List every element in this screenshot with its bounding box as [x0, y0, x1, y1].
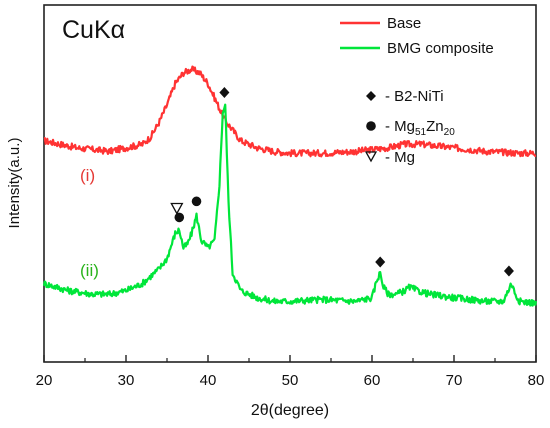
phase-zn-text: Zn [426, 118, 444, 135]
series-line-bmg-composite [42, 103, 538, 307]
legend-label-bmg: BMG composite [387, 40, 494, 57]
phase-legend-mg: - Mg [385, 149, 415, 166]
peak-marker-triangle-down-icon [170, 202, 184, 215]
curve-label-i: (i) [80, 166, 95, 185]
phase-legend-diamond-icon [366, 91, 376, 101]
phase-legend-mg51zn20: - Mg51Zn20 [385, 118, 455, 138]
phase-legend-circle-icon [366, 121, 376, 131]
x-axis-ticks: 20 30 40 50 60 70 80 [36, 355, 545, 389]
peak-markers [170, 86, 514, 277]
series-line-base [43, 65, 537, 158]
peak-marker-diamond-icon [219, 86, 230, 98]
y-axis-label: Intensity(a.u.) [6, 138, 23, 229]
x-tick-label-70: 70 [446, 372, 463, 389]
x-tick-label-20: 20 [36, 372, 53, 389]
x-axis-label: 2θ(degree) [251, 402, 329, 419]
peak-marker-diamond-icon [503, 265, 514, 277]
radiation-label: CuKα [62, 16, 125, 44]
x-tick-label-60: 60 [364, 372, 381, 389]
x-tick-label-30: 30 [118, 372, 135, 389]
legend-label-base: Base [387, 15, 421, 32]
plot-frame [43, 4, 537, 363]
x-tick-label-40: 40 [200, 372, 217, 389]
peak-marker-circle-icon [174, 212, 185, 223]
x-tick-label-80: 80 [528, 372, 545, 389]
phase-zn-subscript: 20 [444, 127, 456, 138]
peak-marker-diamond-icon [375, 256, 386, 268]
x-tick-label-50: 50 [282, 372, 299, 389]
phase-mg-subscript: 51 [415, 127, 427, 138]
phase-legend: - B2-NiTi - Mg51Zn20 - Mg [364, 88, 455, 166]
phase-mg-text: - Mg [385, 118, 415, 135]
peak-marker-circle-icon [191, 196, 202, 207]
series-layer [42, 65, 538, 307]
phase-legend-b2-niti: - B2-NiTi [385, 88, 444, 105]
phase-legend-triangle-icon [364, 151, 378, 163]
curve-label-ii: (ii) [80, 261, 99, 280]
legend: Base BMG composite [340, 15, 494, 57]
